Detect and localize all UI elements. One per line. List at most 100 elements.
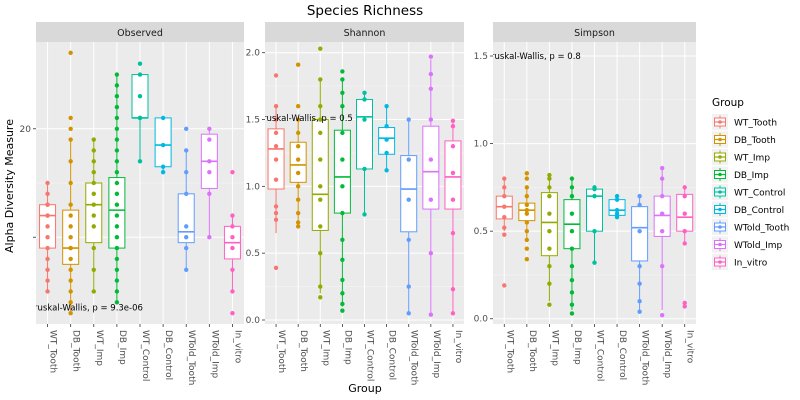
data-point xyxy=(547,302,552,307)
box-WTold_Imp xyxy=(200,126,218,240)
data-point xyxy=(614,193,620,199)
data-point xyxy=(137,115,143,121)
data-point xyxy=(160,142,166,148)
kruskal-annotation-group: ruskal-Wallis, p = 0.8 xyxy=(493,52,581,62)
data-point xyxy=(295,103,301,109)
x-tick-label: WT_Imp xyxy=(320,330,330,366)
x-axis-title: Group xyxy=(348,382,382,395)
data-point xyxy=(68,256,73,262)
data-point xyxy=(524,185,530,190)
x-tick-label: DB_Tooth xyxy=(298,330,308,372)
data-point xyxy=(184,191,189,197)
data-point xyxy=(502,214,507,220)
data-point xyxy=(273,144,279,149)
box-WTold_Tooth xyxy=(400,117,418,316)
data-point xyxy=(184,267,189,272)
data-point xyxy=(207,159,212,164)
data-point xyxy=(184,169,189,175)
data-point xyxy=(340,157,345,162)
data-point xyxy=(340,301,345,307)
data-point xyxy=(273,157,279,162)
box-DB_Imp xyxy=(333,69,351,313)
data-point xyxy=(682,300,687,306)
strip-background xyxy=(265,22,464,42)
data-point xyxy=(428,157,434,162)
data-point xyxy=(68,126,73,131)
box-body xyxy=(540,192,558,257)
data-point xyxy=(569,278,575,283)
legend-key-point xyxy=(718,137,722,142)
y-tick-label: 1.5 xyxy=(246,116,260,126)
data-point xyxy=(45,180,50,186)
data-point xyxy=(114,213,120,218)
data-point xyxy=(524,256,530,262)
data-point xyxy=(230,310,235,316)
y-tick-label: 0.0 xyxy=(246,316,261,326)
data-point xyxy=(340,210,345,216)
data-point xyxy=(114,289,120,294)
data-point xyxy=(114,224,120,229)
data-point xyxy=(114,137,120,142)
x-tick-label: WTold_Imp xyxy=(431,330,441,379)
data-point xyxy=(295,62,301,67)
data-point xyxy=(406,237,411,243)
box-In_vitro xyxy=(223,169,241,316)
legend-item: WT_Imp xyxy=(712,149,770,165)
data-point xyxy=(184,148,189,153)
data-point xyxy=(230,213,235,218)
box-DB_Control xyxy=(378,103,396,173)
data-point xyxy=(230,245,235,251)
data-point xyxy=(91,213,96,218)
data-point xyxy=(502,204,507,209)
data-point xyxy=(230,235,235,240)
data-point xyxy=(547,281,552,286)
box-WT_Control xyxy=(586,185,603,265)
data-point xyxy=(318,46,323,51)
data-point xyxy=(592,228,597,234)
x-tick-label: WT_Tooth xyxy=(48,330,58,373)
data-point xyxy=(340,69,345,74)
data-point xyxy=(230,169,235,175)
data-point xyxy=(547,193,552,199)
data-point xyxy=(340,257,345,263)
x-tick-label: DB_Tooth xyxy=(71,330,81,372)
data-point xyxy=(114,191,120,197)
data-point xyxy=(682,241,687,246)
data-point xyxy=(569,211,575,216)
data-point xyxy=(318,103,323,109)
chart-title: Species Richness xyxy=(307,3,423,19)
box-WTold_Tooth xyxy=(631,193,649,314)
legend-key-point xyxy=(718,190,722,194)
data-point xyxy=(114,245,120,251)
data-point xyxy=(569,185,575,190)
y-tick-label: 0.5 xyxy=(246,249,260,259)
data-point xyxy=(318,197,323,202)
strip-label: Shannon xyxy=(344,28,386,39)
strip-background xyxy=(36,22,244,42)
data-point xyxy=(659,263,665,269)
data-point xyxy=(450,197,456,202)
data-point xyxy=(68,245,73,251)
box-DB_Tooth xyxy=(289,62,307,229)
box-body xyxy=(289,141,307,183)
strip-label: Observed xyxy=(117,28,163,39)
data-point xyxy=(340,103,345,109)
data-point xyxy=(295,197,301,202)
data-point xyxy=(114,300,120,305)
data-point xyxy=(91,180,96,186)
panel-observed: Observed 20 WT_Tooth DB_Tooth WT_Imp DB_Imp WT… xyxy=(20,22,244,385)
data-point xyxy=(406,117,411,122)
x-tick-label: WT_Tooth xyxy=(276,330,286,373)
data-point xyxy=(114,94,120,99)
data-point xyxy=(524,207,530,213)
data-point xyxy=(450,170,456,176)
data-point xyxy=(114,202,120,207)
data-point xyxy=(207,235,212,240)
legend-key-point xyxy=(718,242,722,247)
data-point xyxy=(207,126,212,131)
x-tick-label: DB_Control xyxy=(617,330,627,380)
box-WT_Tooth xyxy=(39,180,57,294)
data-point xyxy=(45,213,50,218)
data-point xyxy=(68,50,73,56)
